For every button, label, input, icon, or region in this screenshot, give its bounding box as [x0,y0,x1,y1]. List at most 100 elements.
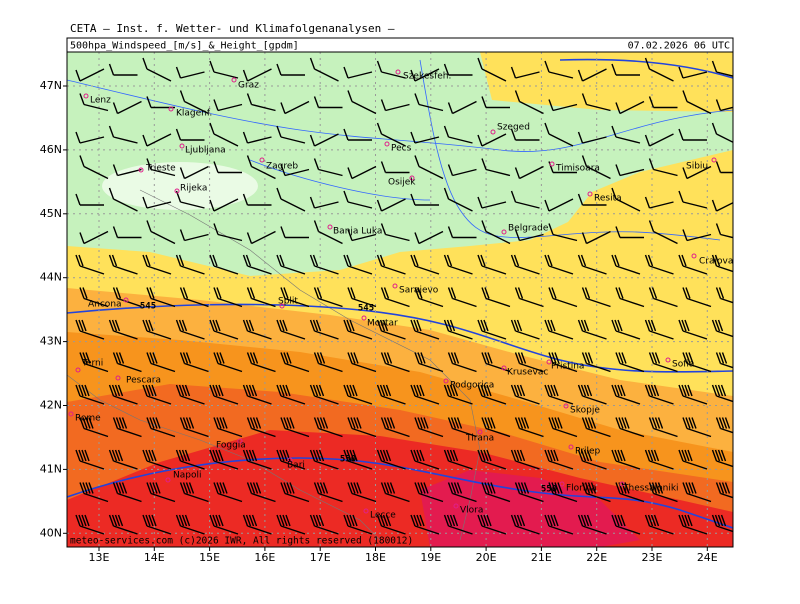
lat-label: 43N [40,335,62,348]
wind-barb [343,190,373,209]
city-marker [179,143,185,149]
wind-barb [481,482,511,503]
city-label: Craiova [699,257,733,267]
wind-barb [276,187,306,212]
wind-barb [410,384,440,405]
wind-barb [347,165,377,180]
wind-barb [577,449,607,470]
wind-barb [577,384,607,405]
wind-barb [376,319,406,340]
city-marker [138,167,144,173]
lat-label: 42N [40,399,62,412]
city-marker [563,403,569,409]
wind-barb [443,514,473,535]
wind-barb [380,352,410,373]
wind-barb [380,287,410,308]
wind-barb [380,417,410,438]
lat-label: 45N [40,207,62,220]
wind-barb [615,482,645,503]
wind-barb [276,63,305,76]
wind-barb [510,449,540,470]
wind-barb [414,352,444,373]
wind-barb [213,352,243,373]
wind-barb [648,158,678,177]
wind-barb [246,155,276,180]
wind-barb [648,287,678,308]
wind-barb [175,254,205,275]
lat-label: 46N [40,143,62,156]
wind-barb [343,384,373,405]
wind-barb [410,68,440,82]
city-label: Krusevac [507,368,548,378]
wind-barb [644,133,674,147]
wind-barb [142,514,172,535]
wind-barb [477,319,507,340]
wind-barb [276,514,306,535]
wind-barb [213,287,243,308]
wind-barb [242,514,272,535]
city-label: Szeged [497,123,530,133]
city-marker [587,191,593,197]
wind-barb [142,133,172,147]
wind-barb [410,514,440,535]
wind-barb [75,68,105,82]
wind-barb [611,384,641,405]
wind-barb [343,66,373,79]
wind-barb [544,122,574,147]
wind-barb [510,190,540,209]
wind-barb [112,352,142,373]
wind-barb [175,319,205,340]
wind-barb [142,319,172,340]
wind-barb [447,417,477,438]
wind-barb [146,352,176,373]
wind-barb [175,449,205,470]
wind-barb [410,131,440,144]
wind-barb [309,133,339,147]
wind-barb [414,93,444,112]
city-marker [168,106,174,112]
city-marker [559,481,565,487]
wind-barb [347,352,377,373]
city-marker [409,175,415,181]
wind-barb [376,514,406,535]
wind-barb [347,90,377,115]
wind-barb [447,164,477,177]
wind-barb [410,449,440,470]
wind-barb [142,196,172,209]
wind-barb [477,254,507,275]
wind-barb [75,319,105,340]
wind-barb [510,319,540,340]
wind-barb [380,223,410,242]
wind-barb [380,99,410,112]
wind-barb [246,287,276,308]
wind-barb [577,193,607,206]
wind-barb [280,100,310,115]
wind-barb [112,164,142,177]
lon-label: 13E [89,551,110,564]
wind-barb [711,254,733,273]
wind-barb [175,128,205,141]
city-label: Osijek [388,178,416,188]
wind-barb [477,514,507,535]
wind-barb [648,352,678,373]
wind-barb [313,96,343,109]
wind-barb [548,352,578,373]
wind-barb [112,287,142,308]
wind-barb [510,128,540,141]
wind-barb [711,319,733,338]
city-label: Mostar [367,319,398,329]
lon-label: 16E [254,551,275,564]
wind-barb [581,417,611,438]
wind-barb [548,223,578,242]
wind-barb [644,57,674,82]
city-label: Pristina [551,362,584,372]
wind-barb [209,384,239,405]
wind-barb [146,287,176,308]
wind-barb [213,482,243,503]
wind-barb [711,60,733,77]
lon-label: 17E [310,551,331,564]
wind-barb [414,417,444,438]
wind-barb [313,220,343,245]
city-marker [711,157,717,163]
